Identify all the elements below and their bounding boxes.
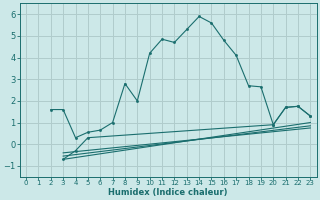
X-axis label: Humidex (Indice chaleur): Humidex (Indice chaleur): [108, 188, 228, 197]
